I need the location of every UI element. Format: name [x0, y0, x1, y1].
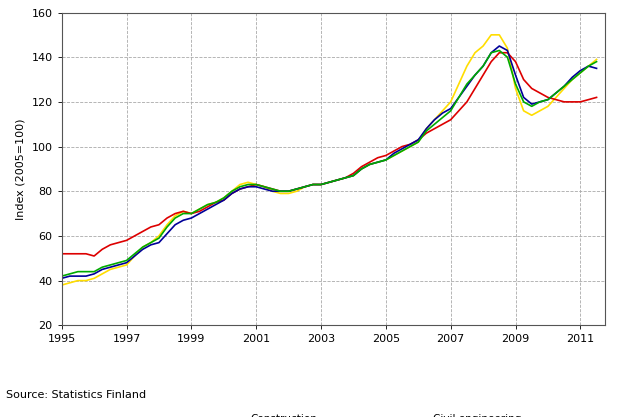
Text: Source: Statistics Finland: Source: Statistics Finland: [6, 390, 146, 400]
Legend: Construction, Construction of buildings, Civil engineering, Specialised construc: Construction, Construction of buildings,…: [219, 414, 612, 417]
Y-axis label: Index (2005=100): Index (2005=100): [16, 118, 26, 220]
